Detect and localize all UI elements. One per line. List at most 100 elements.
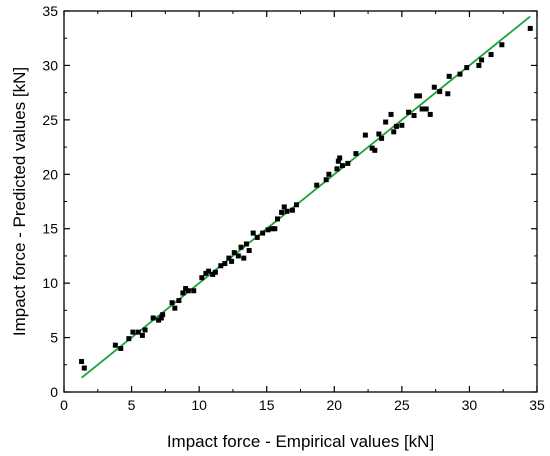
data-point [293,202,299,208]
data-point [391,129,397,135]
data-point [284,208,290,214]
data-point [269,226,275,232]
data-point [414,93,420,99]
data-point [335,158,341,164]
x-tick-label: 10 [191,397,207,413]
x-tick-label: 20 [326,397,342,413]
data-point [183,286,189,292]
data-point [427,111,433,117]
data-point [158,315,164,321]
x-tick-label: 15 [259,397,275,413]
data-point [160,312,166,318]
fit-line [81,15,531,379]
data-point [279,209,285,215]
y-tick-label: 0 [50,384,58,400]
data-point [272,226,278,232]
data-point [334,166,340,172]
data-point [156,317,162,323]
data-point [250,230,256,236]
y-tick-label: 25 [42,112,58,128]
data-point [419,106,425,112]
data-points [79,25,533,371]
data-point [260,230,266,236]
data-point [527,25,533,31]
data-point [423,106,429,112]
y-axis-title: Impact force - Predicted values [kN] [10,67,29,336]
y-tick-label: 30 [42,57,58,73]
data-point [314,182,320,188]
y-tick-label: 10 [42,275,58,291]
data-point [212,269,218,275]
data-point [235,253,241,259]
data-point [241,255,247,261]
data-point [254,234,260,240]
data-point [369,145,375,151]
data-point [339,163,345,169]
data-point [206,268,212,274]
x-tick-label: 30 [462,397,478,413]
data-point [499,42,505,48]
data-point [411,113,417,119]
data-point [231,250,237,256]
data-point [437,89,443,95]
data-point [246,247,252,253]
y-tick-label: 15 [42,221,58,237]
x-tick-label: 35 [529,397,545,413]
data-point [265,227,271,233]
data-point [180,290,186,296]
data-point [479,57,485,63]
data-point [126,336,132,342]
axis-tick-labels: 0 5 10 15 20 25 30 35 0 5 10 15 20 25 30 35 [42,3,545,413]
x-tick-label: 25 [394,397,410,413]
data-point [226,255,232,261]
data-point [185,288,191,294]
data-point [281,204,287,210]
data-point [345,160,351,166]
data-point [172,305,178,311]
data-point [376,131,382,137]
y-tick-label: 5 [50,330,58,346]
x-axis-title: Impact force - Empirical values [kN] [167,432,434,451]
data-point [150,315,156,321]
data-point [445,91,451,97]
data-point [81,365,87,371]
data-point [393,123,399,129]
data-point [139,332,145,338]
data-point [112,342,118,348]
data-point [326,171,332,177]
data-point [229,258,235,264]
x-tick-label: 5 [128,397,136,413]
data-point [118,345,124,351]
data-point [169,300,175,306]
data-point [191,288,197,294]
data-point [476,62,482,68]
data-point [337,155,343,161]
data-point [464,65,470,71]
data-point [222,261,228,267]
data-point [323,177,329,183]
x-tick-label: 0 [60,397,68,413]
data-point [406,109,412,115]
data-point [142,327,148,333]
data-point [416,93,422,99]
data-point [135,329,141,335]
data-point [431,84,437,90]
data-point [238,244,244,250]
data-point [457,71,463,77]
data-point [275,216,281,222]
data-point [210,271,216,277]
data-point [243,241,249,247]
data-point [488,52,494,58]
data-point [199,275,205,281]
data-point [383,119,389,125]
y-tick-label: 20 [42,166,58,182]
data-point [362,132,368,138]
data-point [218,263,224,269]
data-point [446,73,452,79]
data-point [379,135,385,141]
data-point [289,207,295,213]
y-tick-label: 35 [42,3,58,19]
data-point [388,111,394,117]
data-point [399,122,405,128]
